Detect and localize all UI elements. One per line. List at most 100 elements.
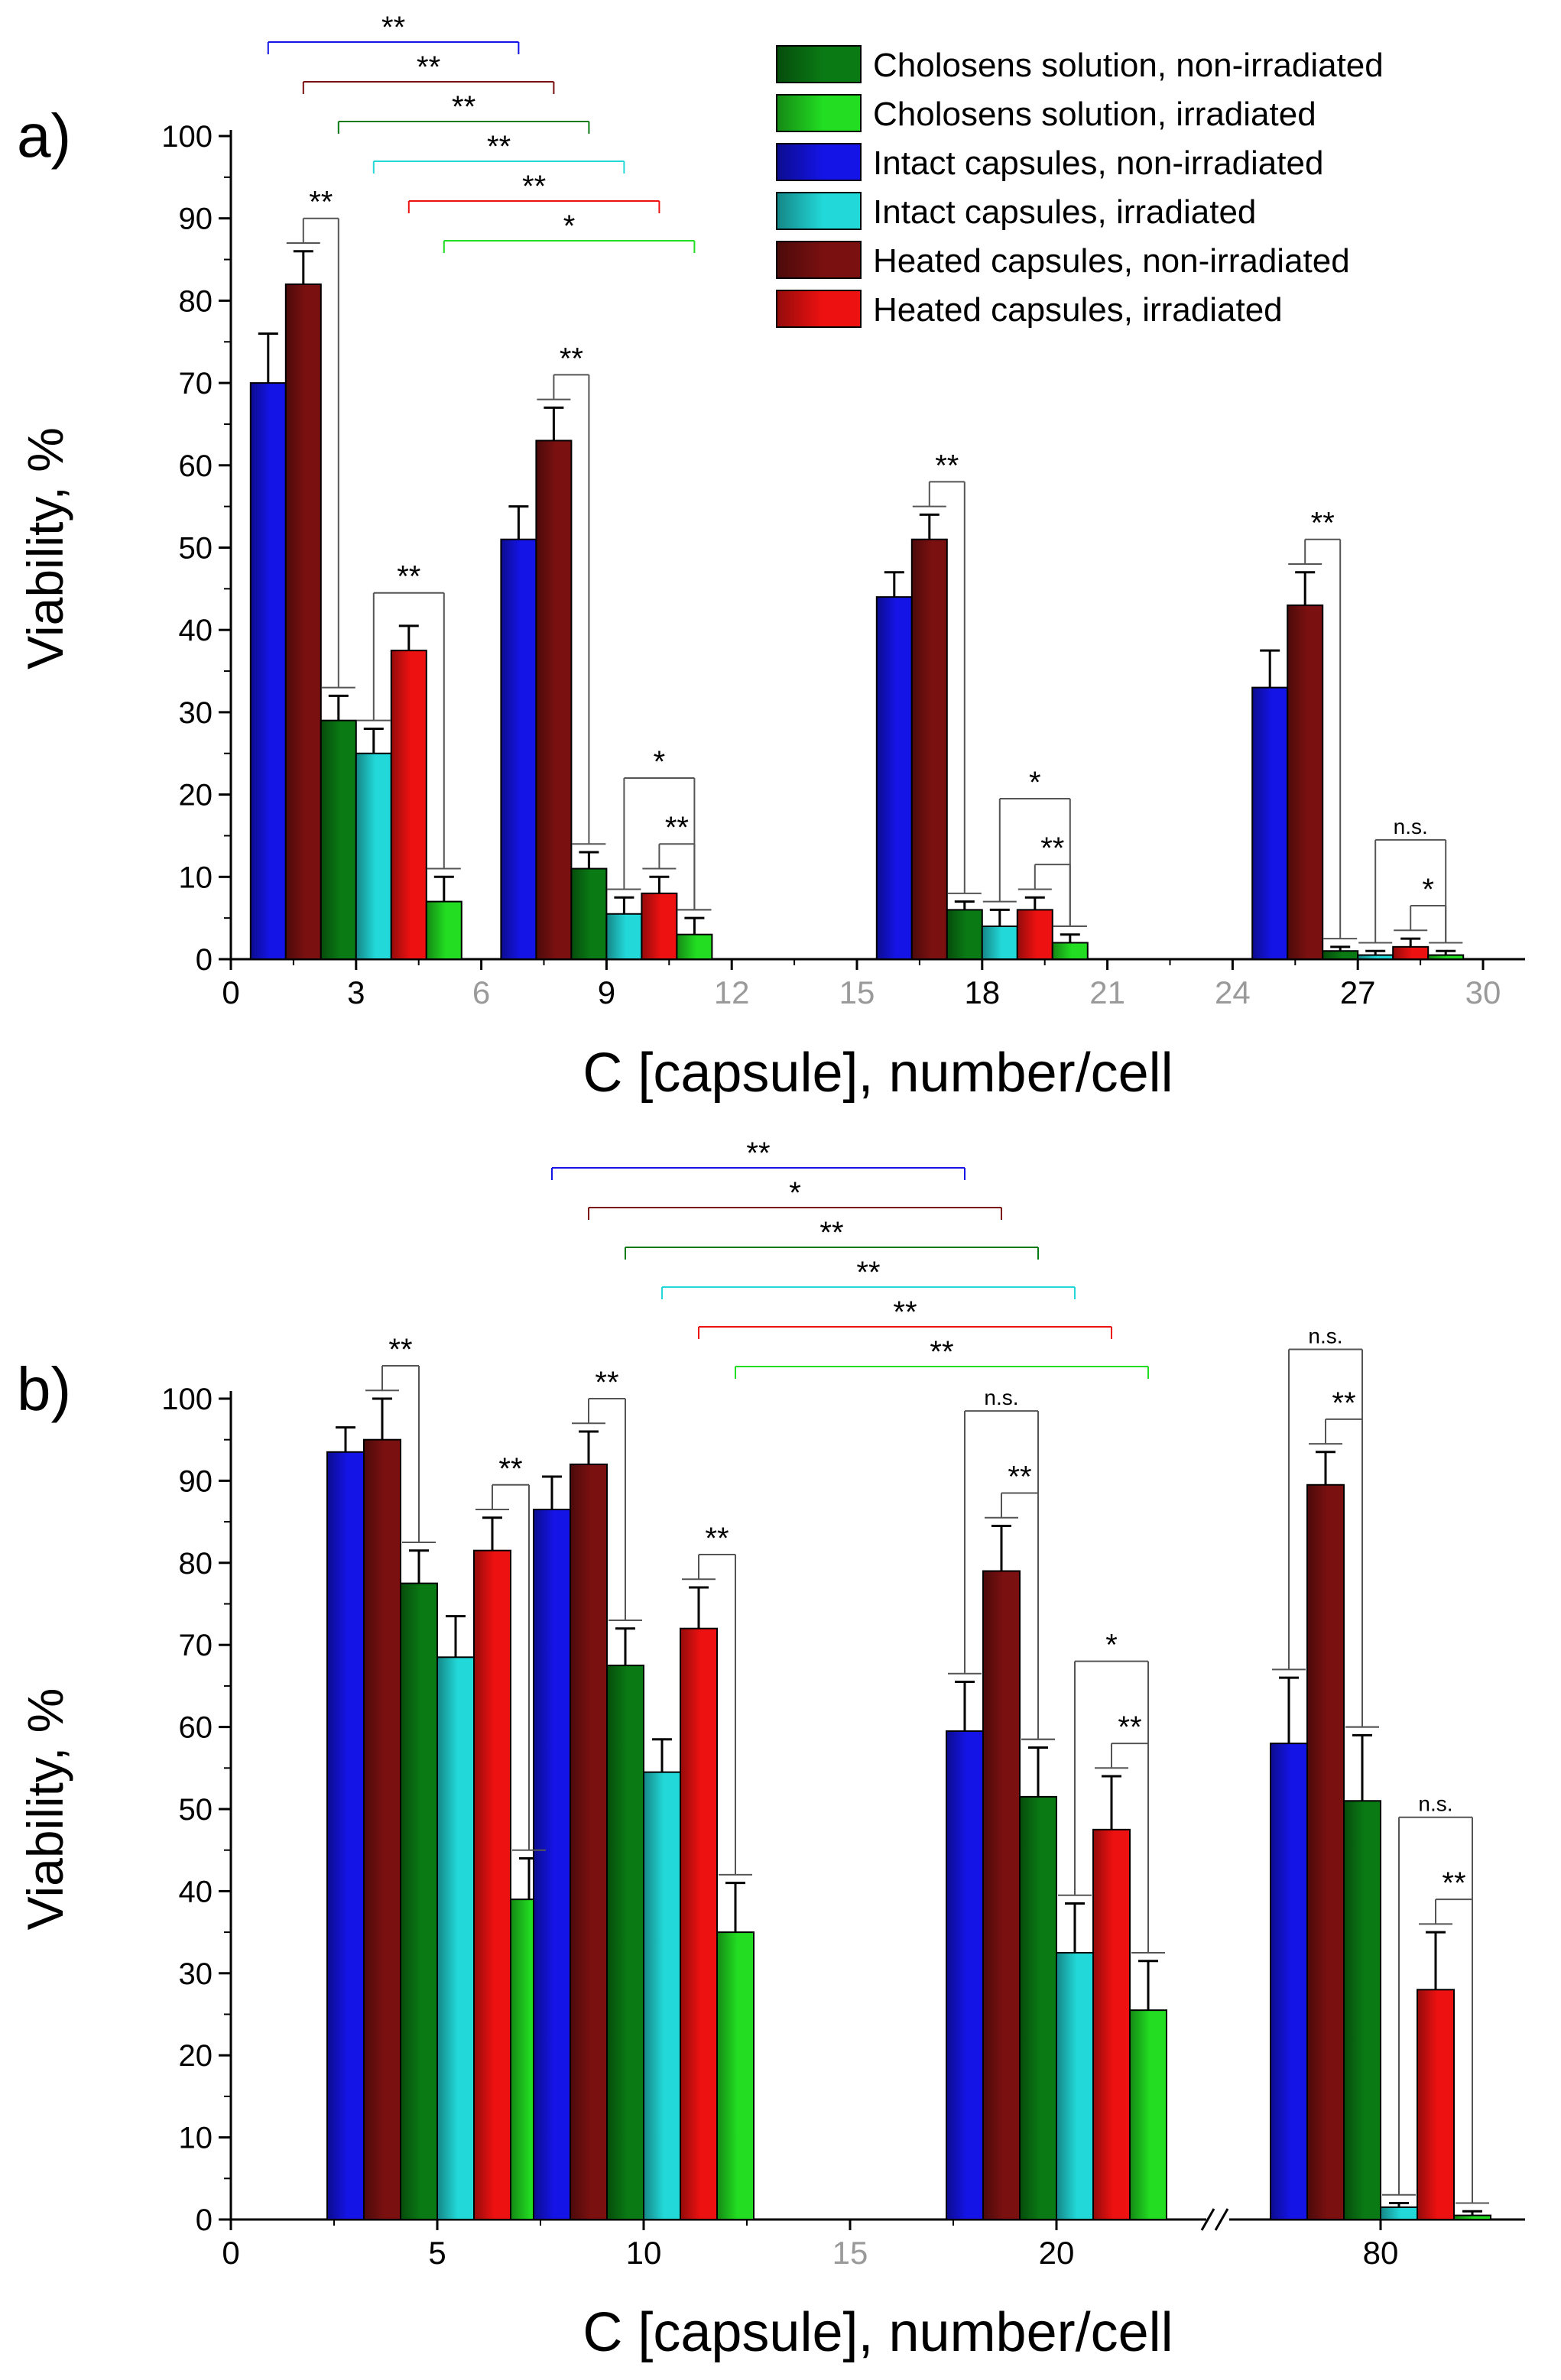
bar-cholosens-solution-irradiated-2-5 (1051, 942, 1089, 960)
bracket-b-1-label: ** (498, 1452, 522, 1486)
bar-intact-capsules-non-irradiated-2-0 (875, 596, 913, 960)
bar-cholosens-solution-non-irradiated-0-2 (320, 719, 357, 960)
cross-bracket-a-1-label: ** (417, 50, 440, 84)
legend-swatch-cholosens-solution-non-irradiated (776, 45, 862, 83)
bracket-b-5-label: ** (1008, 1461, 1031, 1494)
y-tick-label-0: 0 (196, 943, 213, 977)
panel-label: a) (17, 102, 71, 170)
bracket-b-4-label: n.s. (984, 1386, 1018, 1409)
bracket-b-10-label: n.s. (1418, 1792, 1452, 1816)
cross-bracket-a-0-label: ** (381, 11, 405, 44)
bar-cholosens-solution-non-irradiated-3-2 (1322, 950, 1359, 960)
bracket-a-5-label: ** (935, 449, 959, 482)
y-tick-label-70: 70 (179, 367, 213, 400)
bar-intact-capsules-irradiated-1-3 (643, 1771, 681, 2220)
bar-intact-capsules-non-irradiated-3-0 (1270, 1743, 1308, 2221)
bar-intact-capsules-non-irradiated-1-0 (500, 538, 537, 960)
x-tick-label-30: 30 (1465, 974, 1501, 1010)
x-tick-label-15: 15 (832, 2235, 868, 2271)
legend-label-intact-capsules-non-irradiated: Intact capsules, non-irradiated (873, 144, 1323, 182)
bar-cholosens-solution-irradiated-1-5 (716, 1931, 755, 2221)
y-tick-label-30: 30 (179, 696, 213, 730)
x-tick-label-27: 27 (1340, 974, 1376, 1010)
bar-heated-capsules-non-irradiated-0-1 (363, 1438, 401, 2220)
cross-bracket-b-1-label: * (789, 1176, 801, 1210)
y-tick-label-50: 50 (179, 532, 213, 566)
y-tick-label-10: 10 (179, 2122, 213, 2155)
cross-bracket-b-5-label: ** (930, 1335, 953, 1369)
legend-swatch-intact-capsules-irradiated (776, 192, 862, 230)
bar-intact-capsules-non-irradiated-3-0 (1251, 686, 1289, 961)
bar-intact-capsules-non-irradiated-1-0 (533, 1508, 571, 2220)
y-tick-label-100: 100 (161, 120, 213, 154)
y-tick-label-80: 80 (179, 284, 213, 318)
legend-label-cholosens-solution-irradiated: Cholosens solution, irradiated (873, 96, 1316, 133)
bar-intact-capsules-irradiated-0-3 (436, 1656, 475, 2221)
y-tick-label-20: 20 (179, 2039, 213, 2073)
x-tick-label-9: 9 (598, 974, 615, 1010)
bracket-b-9-label: ** (1332, 1386, 1355, 1420)
y-tick-label-100: 100 (161, 1383, 213, 1416)
bar-intact-capsules-irradiated-2-3 (981, 925, 1018, 961)
legend-label-heated-capsules-non-irradiated: Heated capsules, non-irradiated (873, 242, 1350, 280)
x-tick-label-6: 6 (472, 974, 490, 1010)
y-tick-label-80: 80 (179, 1547, 213, 1581)
legend-swatch-heated-capsules-irradiated (776, 290, 862, 328)
bracket-b-2-label: ** (595, 1366, 618, 1399)
y-tick-label-50: 50 (179, 1793, 213, 1827)
bar-cholosens-solution-non-irradiated-2-2 (1019, 1795, 1057, 2220)
axis-break-mark-left (1200, 2208, 1215, 2231)
x-tick-label-20: 20 (1039, 2235, 1075, 2271)
bracket-b-0-label: ** (388, 1333, 412, 1367)
bracket-a-3-label: * (654, 745, 666, 779)
bar-intact-capsules-irradiated-1-3 (605, 913, 643, 961)
bar-cholosens-solution-non-irradiated-1-2 (606, 1665, 644, 2221)
bar-intact-capsules-non-irradiated-0-0 (326, 1451, 365, 2221)
bracket-a-9-label: n.s. (1394, 815, 1428, 838)
cross-bracket-b-0-label: ** (746, 1136, 770, 1170)
bar-cholosens-solution-irradiated-2-5 (1129, 2009, 1167, 2220)
x-tick-label-5: 5 (428, 2235, 446, 2271)
bracket-a-8-label: ** (1311, 507, 1335, 540)
x-axis-label: C [capsule], number/cell (583, 2302, 1173, 2363)
x-tick-label-10: 10 (626, 2235, 662, 2271)
bar-cholosens-solution-irradiated-0-5 (425, 900, 462, 960)
cross-bracket-a-2-label: ** (452, 90, 475, 124)
legend-swatch-heated-capsules-non-irradiated (776, 241, 862, 279)
bar-heated-capsules-irradiated-0-4 (390, 650, 427, 960)
bracket-b-3-label: ** (705, 1522, 729, 1555)
x-tick-label-24: 24 (1215, 974, 1251, 1010)
y-tick-label-30: 30 (179, 1957, 213, 1991)
legend-label-intact-capsules-irradiated: Intact capsules, irradiated (873, 193, 1256, 231)
bracket-a-1-label: ** (397, 560, 420, 594)
legend-label-heated-capsules-irradiated: Heated capsules, irradiated (873, 291, 1283, 329)
y-tick-label-60: 60 (179, 1711, 213, 1745)
legend: Cholosens solution, non-irradiated Cholos… (776, 45, 1384, 329)
y-tick-label-0: 0 (196, 2203, 213, 2237)
bar-heated-capsules-irradiated-2-4 (1092, 1828, 1131, 2221)
y-tick-label-90: 90 (179, 203, 213, 236)
cross-bracket-a-5-label: * (563, 209, 576, 243)
x-tick-label-80: 80 (1363, 2235, 1399, 2271)
bar-intact-capsules-irradiated-2-3 (1056, 1951, 1094, 2220)
bar-heated-capsules-non-irradiated-1-1 (570, 1463, 608, 2221)
x-tick-label-3: 3 (347, 974, 365, 1010)
y-tick-label-20: 20 (179, 779, 213, 812)
x-tick-label-15: 15 (839, 974, 875, 1010)
y-tick-label-70: 70 (179, 1629, 213, 1662)
bar-cholosens-solution-irradiated-1-5 (676, 933, 713, 960)
cross-bracket-a-3-label: ** (487, 130, 511, 164)
bar-intact-capsules-irradiated-3-3 (1357, 954, 1394, 960)
bracket-a-10-label: * (1422, 873, 1434, 906)
panel-b: 0 10 20 30 40 50 60 70 80 90 100 Viability, % b) 0 5 10… (17, 1136, 1525, 2363)
legend-swatch-intact-capsules-non-irradiated (776, 143, 862, 181)
y-tick-label-90: 90 (179, 1464, 213, 1498)
bar-heated-capsules-non-irradiated-2-1 (910, 538, 948, 960)
bar-heated-capsules-irradiated-2-4 (1016, 909, 1053, 961)
bar-heated-capsules-non-irradiated-0-1 (284, 283, 322, 960)
bar-cholosens-solution-irradiated-3-5 (1427, 954, 1465, 960)
legend-swatch-cholosens-solution-irradiated (776, 94, 862, 132)
bar-cholosens-solution-irradiated-3-5 (1453, 2214, 1491, 2220)
axis-break-mark-right (1214, 2208, 1229, 2231)
